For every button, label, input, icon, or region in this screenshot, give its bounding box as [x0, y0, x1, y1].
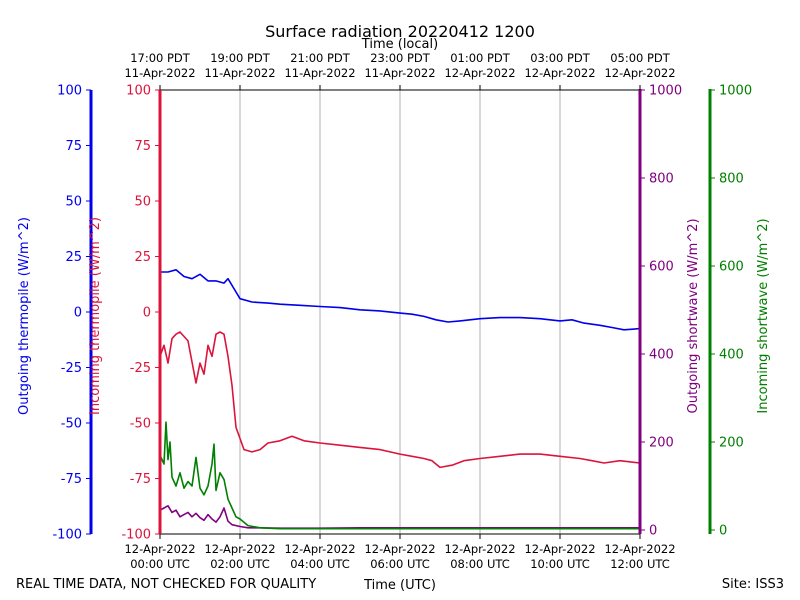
- y-tick-label: 800: [719, 172, 744, 187]
- y-axis-label: Outgoing thermopile (W/m^2): [17, 217, 32, 415]
- chart-title: Surface radiation 20220412 1200: [265, 22, 535, 41]
- top-x-tick-label-date: 12-Apr-2022: [604, 66, 675, 80]
- y-axis-in-thermo: -100 -75 -50 -25 0 25 50 75 100 Incoming thermopi…: [88, 84, 162, 543]
- y-tick-label: -100: [52, 528, 82, 543]
- y-axis-out-thermo: -100 -75 -50 -25 0 25 50 75 100 Outgoing thermopi…: [17, 84, 93, 543]
- top-x-tick-label-time: 03:00 PDT: [530, 51, 591, 65]
- x-tick-label-time: 00:00 UTC: [130, 557, 190, 571]
- y-tick-label: -25: [130, 361, 151, 376]
- x-tick-label-time: 06:00 UTC: [370, 557, 430, 571]
- x-tick-label-date: 12-Apr-2022: [284, 542, 355, 556]
- y-tick-label: -50: [61, 417, 82, 432]
- y-tick-label: 0: [649, 524, 657, 539]
- top-x-tick-label-time: 17:00 PDT: [130, 51, 191, 65]
- y-axis-label: Incoming thermopile (W/m^2): [88, 217, 103, 415]
- y-tick-label: 0: [719, 524, 727, 539]
- x-tick-label-date: 12-Apr-2022: [124, 542, 195, 556]
- y-tick-label: 25: [65, 250, 82, 265]
- y-tick-label: -25: [61, 361, 82, 376]
- top-x-tick-label-date: 12-Apr-2022: [444, 66, 515, 80]
- top-x-tick-label-date: 11-Apr-2022: [124, 66, 195, 80]
- top-x-tick-label-time: 23:00 PDT: [370, 51, 431, 65]
- x-tick-label-time: 08:00 UTC: [450, 557, 510, 571]
- y-tick-label: 0: [74, 306, 82, 321]
- vertical-gridlines: [239, 90, 561, 534]
- top-x-tick-label-time: 01:00 PDT: [450, 51, 511, 65]
- top-x-tick-label-time: 05:00 PDT: [610, 51, 671, 65]
- y-tick-label: 400: [719, 348, 744, 363]
- top-x-tick-label-time: 21:00 PDT: [290, 51, 351, 65]
- x-tick-label-date: 12-Apr-2022: [444, 542, 515, 556]
- y-tick-label: -75: [130, 472, 151, 487]
- y-tick-label: 100: [57, 84, 82, 99]
- top-x-tick-label-date: 11-Apr-2022: [204, 66, 275, 80]
- y-tick-label: 75: [65, 139, 82, 154]
- y-tick-label: 600: [719, 260, 744, 275]
- y-tick-label: 200: [649, 436, 674, 451]
- site-label: Site: ISS3: [722, 577, 784, 592]
- top-x-axis-label: Time (local): [361, 37, 438, 52]
- y-tick-label: 1000: [719, 84, 752, 99]
- quality-disclaimer: REAL TIME DATA, NOT CHECKED FOR QUALITY: [16, 577, 316, 592]
- series-line-outgoing-thermopile: [160, 268, 641, 331]
- y-tick-label: 800: [649, 172, 674, 187]
- y-axis-in-sw: 0 200 400 600 800 1000 Incoming shortwave (W/m…: [708, 84, 771, 539]
- bottom-x-axis-label: Time (UTC): [363, 578, 436, 593]
- top-x-tick-label-date: 11-Apr-2022: [364, 66, 435, 80]
- y-tick-label: -50: [130, 417, 151, 432]
- x-tick-label-time: 12:00 UTC: [610, 557, 670, 571]
- y-tick-label: 100: [126, 84, 151, 99]
- x-tick-label-date: 12-Apr-2022: [204, 542, 275, 556]
- top-x-tick-label-date: 11-Apr-2022: [284, 66, 355, 80]
- y-tick-label: 600: [649, 260, 674, 275]
- series-line-incoming-thermopile: [159, 331, 641, 469]
- y-axis-out-sw: 0 200 400 600 800 1000 Outgoing shortwave (W/m…: [638, 84, 701, 539]
- series-line-incoming-shortwave: [159, 421, 640, 530]
- y-axes: -100 -75 -50 -25 0 25 50 75 100 Outgoing thermopi…: [17, 84, 771, 543]
- x-tick-label-time: 10:00 UTC: [530, 557, 590, 571]
- y-tick-label: 0: [143, 306, 151, 321]
- y-tick-label: 50: [65, 195, 82, 210]
- y-tick-label: -75: [61, 472, 82, 487]
- x-tick-label-date: 12-Apr-2022: [364, 542, 435, 556]
- x-tick-label-date: 12-Apr-2022: [524, 542, 595, 556]
- y-tick-label: 75: [134, 139, 151, 154]
- y-tick-label: 1000: [649, 84, 682, 99]
- y-tick-label: 50: [134, 195, 151, 210]
- x-tick-label-time: 02:00 UTC: [210, 557, 270, 571]
- x-tick-label-date: 12-Apr-2022: [604, 542, 675, 556]
- top-x-tick-label-time: 19:00 PDT: [210, 51, 271, 65]
- y-axis-label: Outgoing shortwave (W/m^2): [686, 218, 701, 413]
- top-x-tick-label-date: 12-Apr-2022: [524, 66, 595, 80]
- series-layer: [159, 268, 641, 530]
- y-tick-label: -100: [121, 528, 151, 543]
- y-tick-label: 400: [649, 348, 674, 363]
- y-tick-label: 200: [719, 436, 744, 451]
- y-tick-label: 25: [134, 250, 151, 265]
- y-axis-label: Incoming shortwave (W/m^2): [756, 218, 771, 413]
- x-tick-label-time: 04:00 UTC: [290, 557, 350, 571]
- series-line-outgoing-shortwave: [159, 504, 640, 530]
